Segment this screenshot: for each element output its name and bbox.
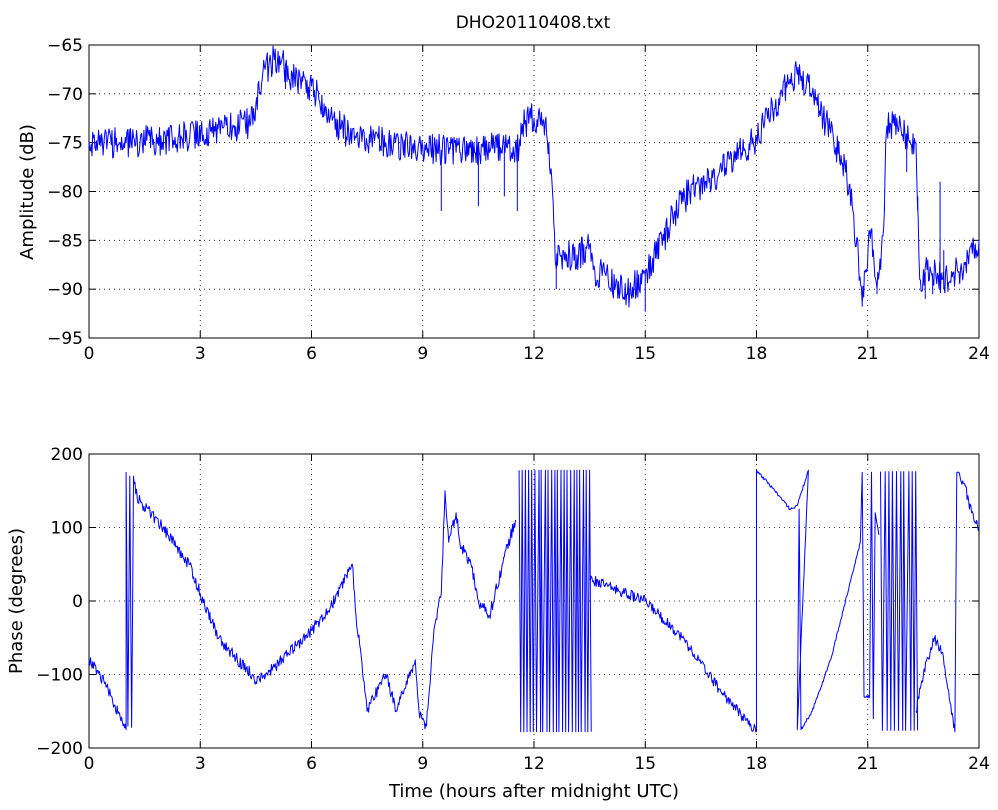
- phase-x-tick-label-7: 21: [857, 754, 879, 774]
- phase-series-line-1: [518, 469, 592, 733]
- amplitude-y-tick-label-3: −80: [47, 183, 83, 203]
- amplitude-x-tick-label-7: 21: [857, 344, 879, 364]
- phase-series-line-3: [756, 469, 880, 732]
- x-axis-label: Time (hours after midnight UTC): [388, 781, 679, 802]
- amplitude-y-tick-label-6: −95: [47, 329, 83, 349]
- phase-x-tick-label-8: 24: [968, 754, 990, 774]
- amplitude-series-line-0: [88, 45, 980, 308]
- amplitude-y-axis-label: Amplitude (dB): [17, 124, 38, 260]
- phase-y-tick-label-4: −200: [36, 739, 83, 759]
- amplitude-panel: 0 3 6 9 12 15 18 21 24 −65 −70 −75 −80 −85 −90 −95: [47, 36, 990, 364]
- amplitude-y-tick-label-2: −75: [47, 134, 83, 154]
- phase-series-line-4: [880, 471, 919, 731]
- amplitude-y-tick-label-5: −90: [47, 280, 83, 300]
- phase-y-tick-label-0: 200: [51, 445, 83, 465]
- amplitude-x-tick-label-2: 6: [306, 344, 317, 364]
- phase-x-tick-label-2: 6: [306, 754, 317, 774]
- phase-y-tick-label-2: 0: [72, 592, 83, 612]
- phase-x-tick-label-4: 12: [523, 754, 545, 774]
- phase-series-line-2: [589, 575, 757, 733]
- amplitude-x-tick-label-3: 9: [417, 344, 428, 364]
- amplitude-x-tick-label-6: 18: [746, 344, 768, 364]
- phase-x-tick-label-1: 3: [195, 754, 206, 774]
- phase-panel: 0 3 6 9 12 15 18 21 24 200 100 0 −100 −200: [36, 445, 990, 774]
- phase-series-line-5: [915, 471, 980, 733]
- phase-y-tick-label-3: −100: [36, 666, 83, 686]
- amplitude-x-tick-label-0: 0: [84, 344, 95, 364]
- phase-x-tick-label-0: 0: [84, 754, 95, 774]
- phase-y-tick-label-1: 100: [51, 519, 83, 539]
- amplitude-x-tick-label-1: 3: [195, 344, 206, 364]
- chart-title: DHO20110408.txt: [456, 13, 611, 33]
- phase-x-tick-label-5: 15: [634, 754, 656, 774]
- amplitude-x-tick-label-4: 12: [523, 344, 545, 364]
- amplitude-x-tick-label-8: 24: [968, 344, 990, 364]
- phase-series-line-0: [88, 471, 516, 731]
- amplitude-y-tick-label-1: −70: [47, 85, 83, 105]
- phase-x-tick-label-3: 9: [417, 754, 428, 774]
- amplitude-y-tick-label-0: −65: [47, 36, 83, 56]
- phase-x-tick-label-6: 18: [746, 754, 768, 774]
- phase-y-axis-label: Phase (degrees): [6, 528, 27, 674]
- amplitude-x-tick-label-5: 15: [634, 344, 656, 364]
- amplitude-y-tick-label-4: −85: [47, 231, 83, 251]
